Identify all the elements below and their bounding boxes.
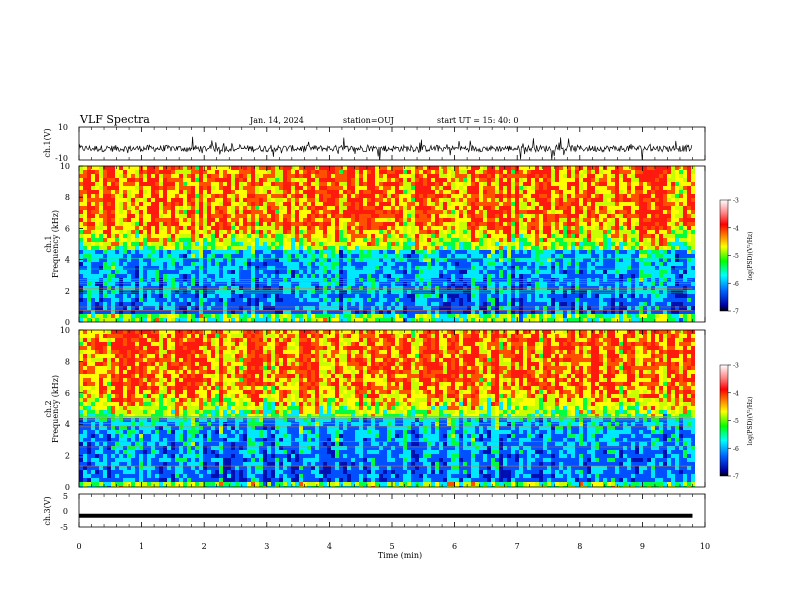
ch1-ytick-bottom: -10: [55, 154, 68, 163]
spec1-ytick-label: 8: [65, 193, 70, 202]
colorbar1-tick-label: -5: [733, 253, 739, 260]
x-tick-label: 3: [264, 542, 269, 551]
colorbar1-tick-label: -3: [733, 198, 739, 205]
colorbar1-tick-label: -4: [733, 225, 739, 232]
x-tick-label: 0: [76, 542, 81, 551]
spec2-ytick-label: 2: [65, 452, 70, 461]
x-axis: 0 1 2 3 4 5 6 7 8 9 10: [76, 127, 710, 551]
x-tick-label: 1: [139, 542, 144, 551]
station-label: station=OUJ: [343, 116, 394, 125]
ch1-colorbar-gradient: [719, 199, 729, 312]
ch1-colorbar: -3 -4 -5 -6 -7 log(PSD)(V²/Hz): [719, 198, 754, 316]
spec2-ytick-label: 0: [65, 483, 70, 492]
ch1-waveform-panel: 10 -10 ch.1(V): [43, 123, 706, 163]
colorbar2-tick-label: -7: [733, 474, 739, 481]
spec2-ytick-label: 4: [65, 420, 70, 429]
spec1-ytick-label: 4: [65, 256, 70, 265]
x-tick-label: 2: [202, 542, 207, 551]
ch3-ylabel: ch.3(V): [43, 496, 52, 525]
ch1-freq-label: Frequency (kHz): [51, 210, 60, 278]
x-tick-label: 8: [577, 542, 582, 551]
ch2-colorbar-label: log(PSD)(V²/Hz): [747, 397, 754, 446]
spec2-ytick-label: 10: [60, 326, 70, 335]
ch2-colorbar-gradient: [719, 364, 729, 477]
x-tick-label: 7: [515, 542, 520, 551]
x-tick-label: 10: [700, 542, 710, 551]
ch1-label: ch.1: [44, 235, 53, 252]
colorbar2-tick-label: -3: [733, 363, 739, 370]
ch2-label: ch.2: [44, 400, 53, 417]
date-label: Jan. 14, 2024: [249, 116, 304, 125]
ch3-ytick-mid: 0: [63, 507, 68, 516]
ch1-spectrogram-panel: 0 2 4 6 8 10 ch.1 Frequency (kHz): [44, 162, 706, 327]
colorbar2-tick-label: -5: [733, 418, 739, 425]
ch1-waveform-line: [78, 136, 693, 161]
spec1-ytick-label: 2: [65, 287, 70, 296]
x-axis-label: Time (min): [378, 551, 422, 560]
spec1-ytick-label: 6: [65, 224, 70, 233]
start-time-label: start UT = 15: 40: 0: [437, 116, 518, 125]
x-tick-label: 6: [452, 542, 457, 551]
ch2-spectrogram-panel: 0 2 4 6 8 10 ch.2 Frequency (kHz): [44, 326, 706, 492]
figure-title: VLF Spectra: [79, 113, 150, 126]
ch1-ytick-top: 10: [58, 123, 68, 132]
colorbar2-tick-label: -6: [733, 446, 739, 453]
ch1-ylabel: ch.1(V): [43, 128, 52, 157]
colorbar1-tick-label: -6: [733, 281, 739, 288]
spec1-ytick-label: 10: [60, 162, 70, 171]
ch2-spectrogram-image: [79, 330, 705, 487]
colorbar1-tick-label: -7: [733, 309, 739, 316]
colorbar2-tick-label: -4: [733, 390, 739, 397]
ch3-waveform-panel: 5 0 -5 ch.3(V): [43, 492, 706, 532]
ch3-ytick-top: 5: [63, 492, 68, 501]
ch2-colorbar: -3 -4 -5 -6 -7 log(PSD)(V²/Hz): [719, 363, 754, 481]
ch1-colorbar-label: log(PSD)(V²/Hz): [747, 232, 754, 281]
x-tick-label: 4: [327, 542, 332, 551]
x-tick-label: 5: [389, 542, 394, 551]
ch2-freq-label: Frequency (kHz): [51, 375, 60, 443]
ch3-ytick-bottom: -5: [60, 523, 68, 532]
x-tick-label: 9: [640, 542, 645, 551]
ch1-spectrogram-image: [79, 166, 705, 322]
spec2-ytick-label: 8: [65, 357, 70, 366]
spec1-ytick-label: 0: [65, 318, 70, 327]
spec2-ytick-label: 6: [65, 389, 70, 398]
